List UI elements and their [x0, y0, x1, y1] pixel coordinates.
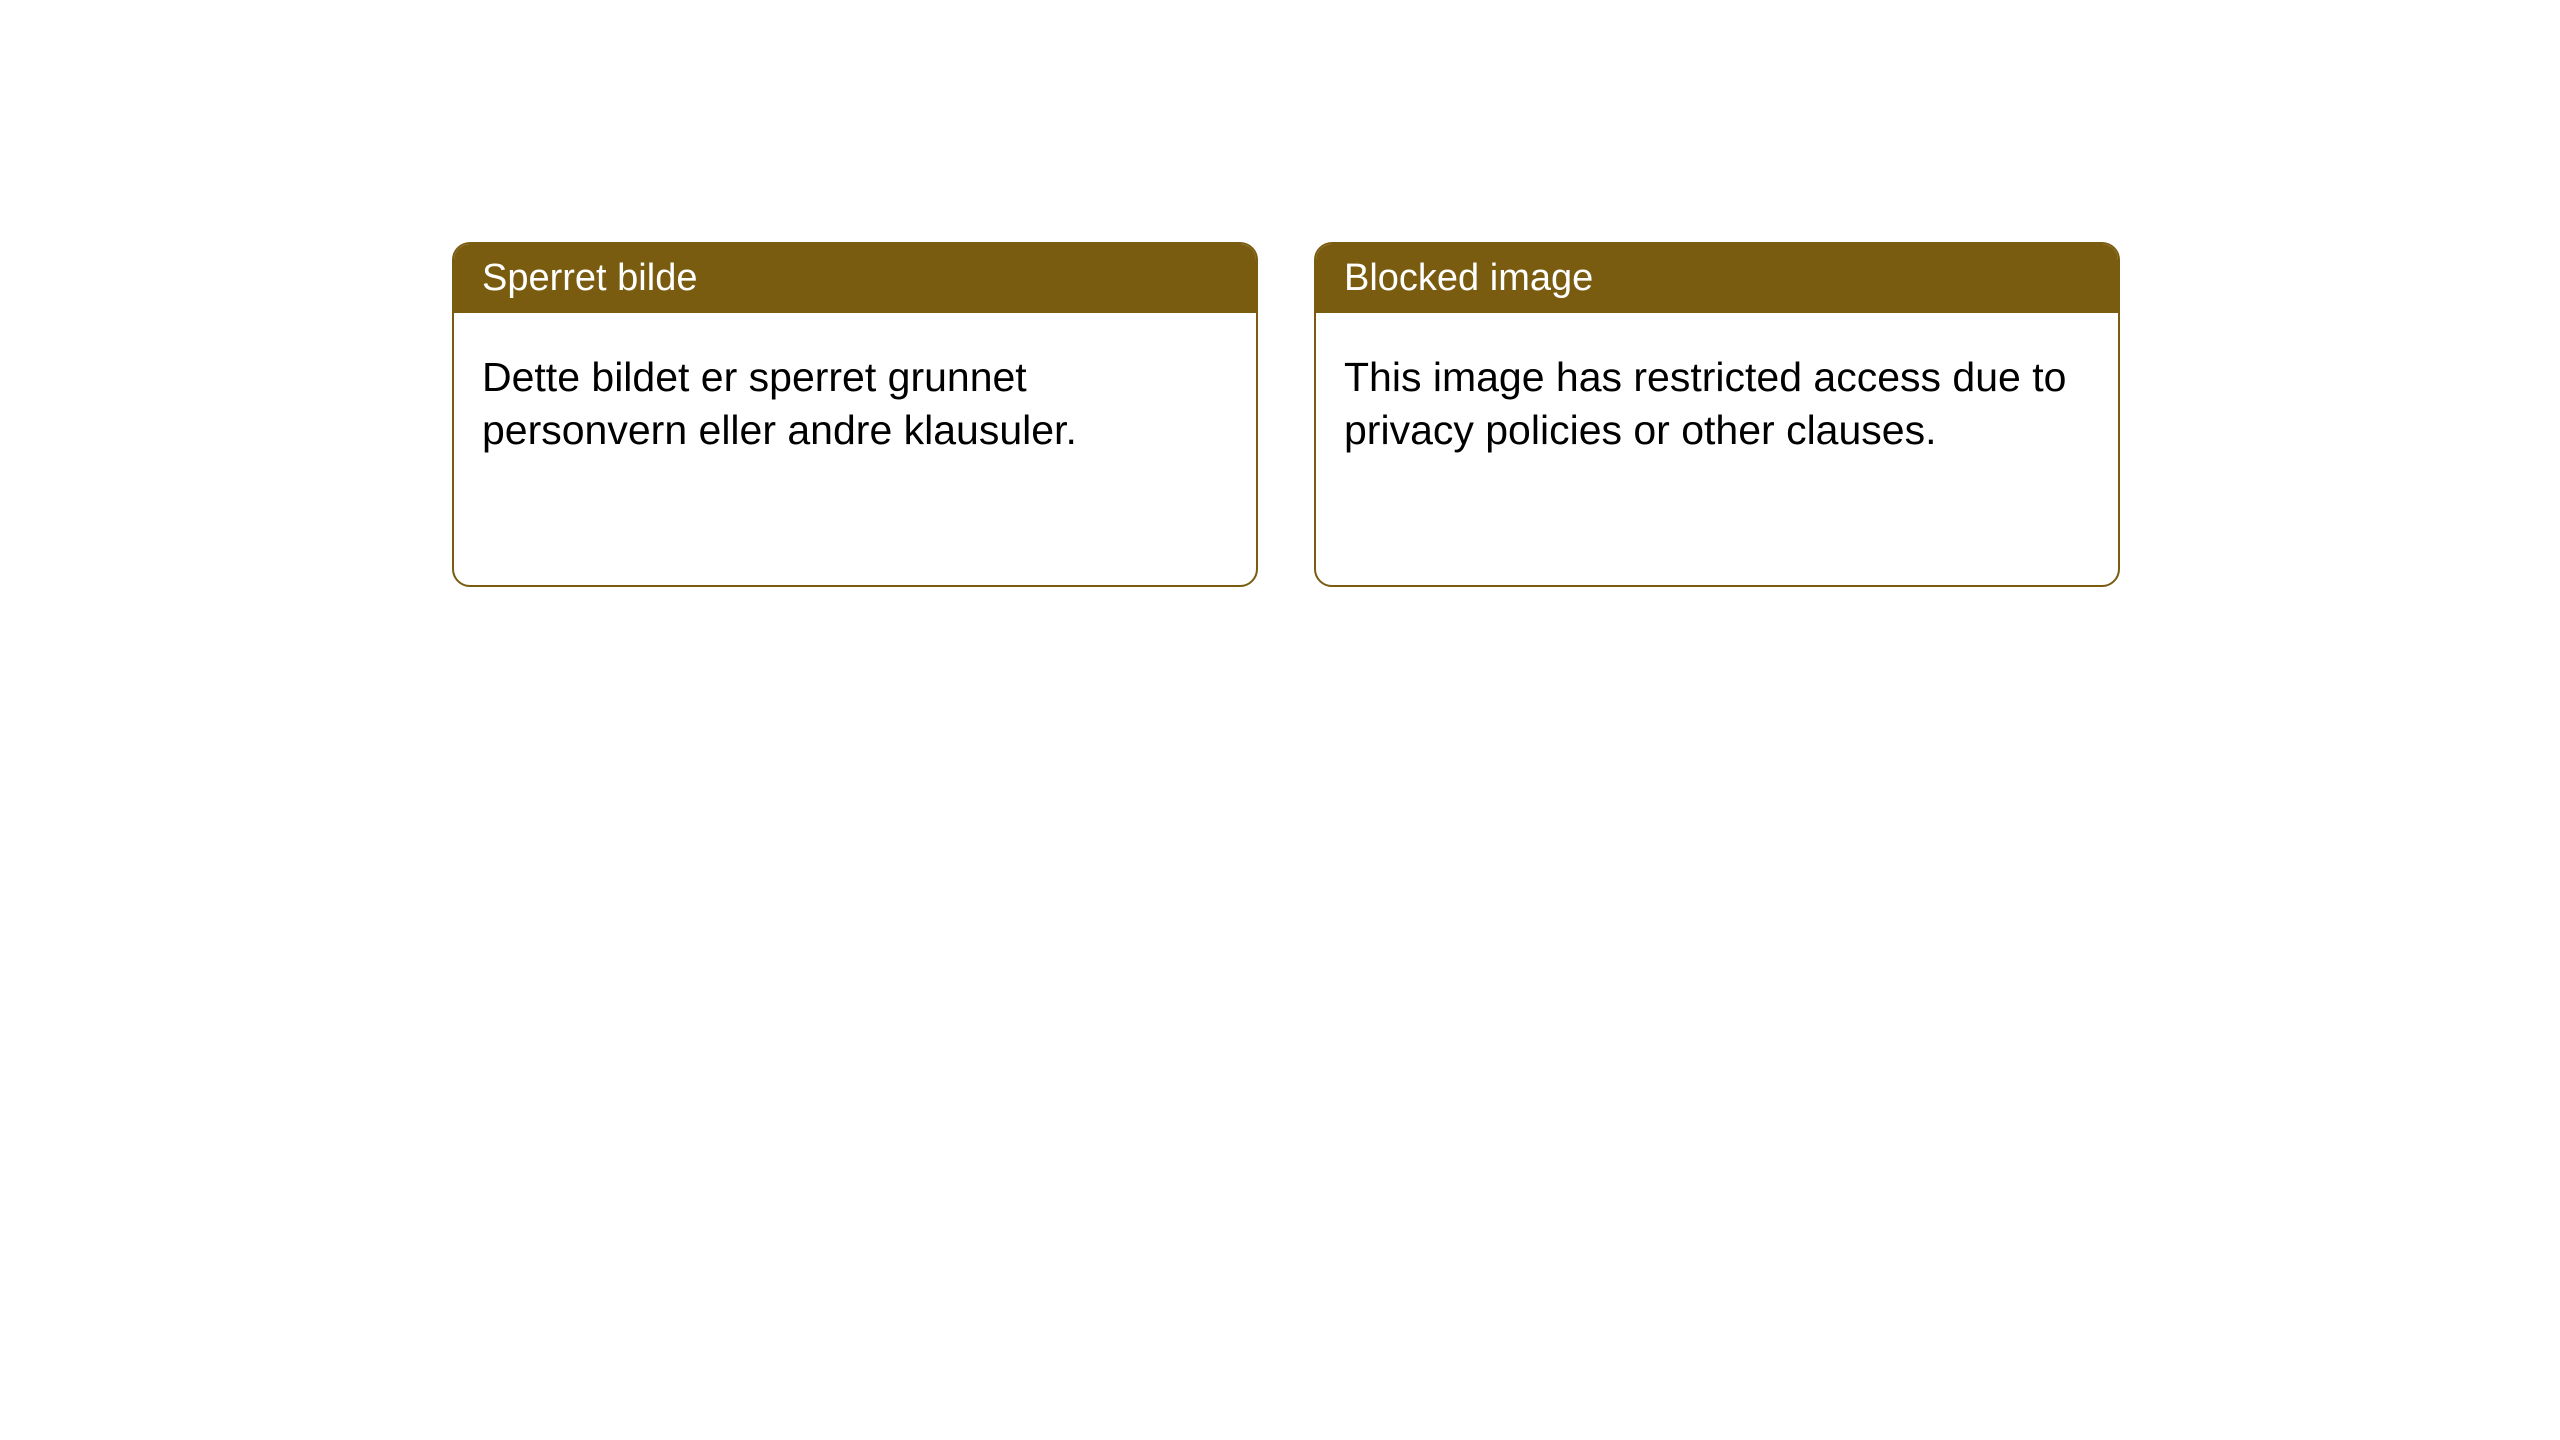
notice-card-en: Blocked image This image has restricted …: [1314, 242, 2120, 587]
notice-card-header: Sperret bilde: [454, 244, 1256, 313]
notice-container: Sperret bilde Dette bildet er sperret gr…: [0, 0, 2560, 587]
notice-card-body: This image has restricted access due to …: [1316, 313, 2118, 585]
notice-card-header: Blocked image: [1316, 244, 2118, 313]
notice-card-body: Dette bildet er sperret grunnet personve…: [454, 313, 1256, 585]
notice-card-nb: Sperret bilde Dette bildet er sperret gr…: [452, 242, 1258, 587]
